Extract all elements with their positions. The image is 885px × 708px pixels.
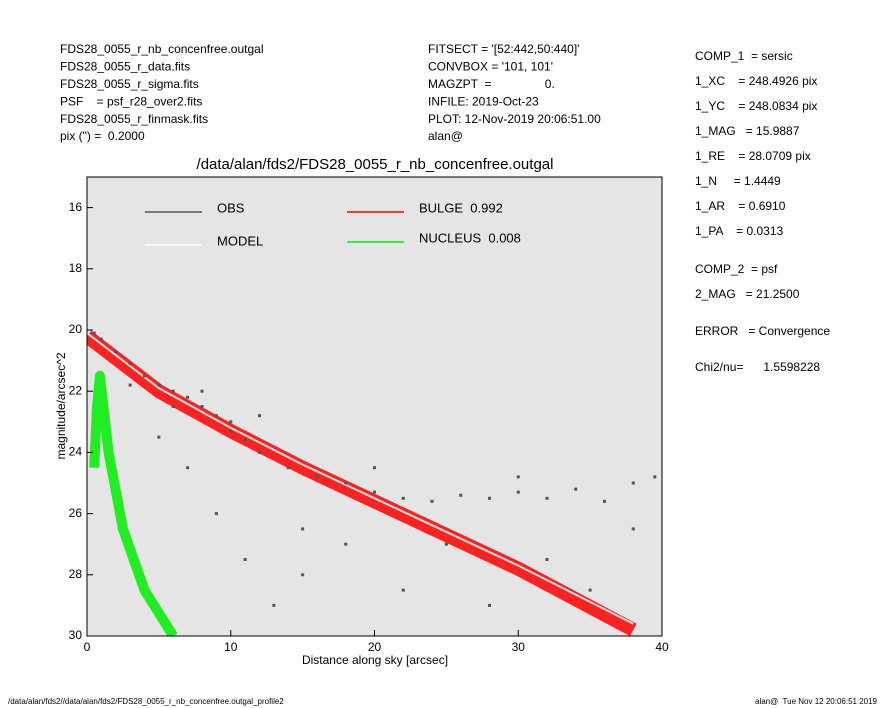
obs-point	[488, 603, 491, 607]
header-left-line: FDS28_0055_r_sigma.fits	[60, 77, 199, 91]
obs-point	[344, 481, 348, 485]
obs-point	[200, 389, 204, 393]
y-tick-label: 20	[69, 322, 83, 336]
obs-point	[444, 542, 448, 546]
header-middle-line: FITSECT = '[52:442,50:440]'	[428, 42, 579, 56]
profile-line	[89, 370, 178, 636]
obs-point	[272, 603, 276, 607]
x-tick-label: 30	[512, 640, 526, 654]
obs-point	[171, 405, 175, 408]
obs-point	[214, 414, 218, 418]
header-right-line: ERROR = Convergence	[695, 324, 830, 338]
header-right-line: 1_MAG = 15.9887	[695, 124, 800, 138]
obs-point	[516, 475, 520, 479]
obs-point	[128, 362, 132, 366]
obs-point	[258, 414, 261, 418]
obs-point	[545, 558, 549, 561]
profile-line	[87, 330, 637, 636]
obs-point	[344, 542, 348, 546]
footer-left: /data/alan/fds2//data/alan/fds2/FDS28_00…	[8, 697, 284, 706]
obs-point	[545, 496, 549, 500]
header-middle-line: MAGZPT = 0.	[428, 77, 555, 91]
obs-point	[401, 588, 405, 592]
obs-point	[373, 466, 376, 470]
y-tick-label: 16	[69, 200, 83, 214]
obs-point	[200, 405, 204, 408]
header-left-line: FDS28_0055_r_finmask.fits	[60, 112, 208, 126]
y-tick-label: 30	[69, 628, 83, 642]
obs-point	[99, 337, 103, 341]
obs-point	[315, 475, 319, 479]
x-tick-label: 10	[224, 640, 238, 654]
obs-point	[653, 475, 657, 479]
x-tick-label: 20	[368, 640, 382, 654]
header-right-line: COMP_1 = sersic	[695, 49, 793, 63]
obs-point	[243, 438, 247, 442]
header-right-line: 1_PA = 0.0313	[695, 224, 784, 238]
profile-line	[87, 332, 634, 625]
obs-point	[588, 588, 592, 592]
plot-marks	[87, 330, 657, 636]
x-axis-label: Distance along sky [arcsec]	[302, 653, 448, 667]
x-tick-label: 40	[655, 640, 669, 654]
obs-point	[459, 493, 463, 497]
obs-point	[430, 499, 434, 503]
header-right-line: 1_RE = 28.0709 pix	[695, 149, 811, 163]
header-left-line: FDS28_0055_r_nb_concenfree.outgal	[60, 42, 263, 56]
obs-point	[186, 395, 190, 399]
y-tick-label: 22	[69, 383, 83, 397]
obs-point	[516, 490, 520, 494]
obs-point	[574, 487, 578, 491]
legend-label: BULGE 0.992	[419, 200, 503, 215]
obs-point	[258, 450, 261, 454]
obs-point	[92, 331, 96, 335]
obs-point	[373, 490, 376, 494]
header-right-line: 1_XC = 248.4926 pix	[695, 74, 817, 88]
legend-label: MODEL	[217, 233, 263, 248]
x-tick-label: 0	[84, 640, 91, 654]
obs-point	[301, 527, 305, 531]
header-right-line: COMP_2 = psf	[695, 262, 778, 276]
obs-point	[631, 527, 635, 531]
obs-point	[171, 389, 175, 393]
obs-point	[243, 558, 247, 561]
y-tick-label: 26	[69, 506, 83, 520]
obs-point	[229, 420, 233, 424]
obs-point	[157, 435, 161, 439]
footer-right: alan@ Tue Nov 12 20:06:51 2019	[755, 697, 878, 706]
obs-point	[488, 496, 491, 500]
header-right-line: 1_AR = 0.6910	[695, 199, 786, 213]
header-left-line: pix (") = 0.2000	[60, 129, 145, 143]
header-right-line: 2_MAG = 21.2500	[695, 287, 800, 301]
obs-point	[603, 499, 606, 503]
obs-point	[186, 466, 190, 470]
header-middle-line: PLOT: 12-Nov-2019 20:06:51.00	[428, 112, 601, 126]
header-left-line: FDS28_0055_r_data.fits	[60, 60, 190, 74]
header-middle-line: alan@	[428, 129, 463, 143]
obs-point	[229, 429, 233, 433]
obs-point	[631, 481, 635, 485]
obs-point	[214, 512, 218, 516]
header-right-line: 1_N = 1.4449	[695, 174, 781, 188]
obs-point	[286, 466, 290, 470]
header-right-line: Chi2/nu= 1.5598228	[695, 360, 820, 374]
header-left-line: PSF = psf_r28_over2.fits	[60, 94, 202, 108]
header-middle-line: CONVBOX = '101, 101'	[428, 60, 553, 74]
obs-point	[114, 349, 118, 353]
obs-point	[401, 496, 405, 500]
header-middle-line: INFILE: 2019-Oct-23	[428, 94, 539, 108]
y-tick-label: 18	[69, 261, 83, 275]
legend-label: OBS	[217, 200, 245, 215]
y-axis-label: magnitude/arcsec^2	[54, 352, 68, 459]
y-tick-label: 24	[69, 445, 83, 459]
legend-label: NUCLEUS 0.008	[419, 230, 521, 245]
obs-point	[157, 383, 161, 387]
obs-point	[301, 573, 305, 577]
obs-point	[128, 383, 132, 387]
y-tick-label: 28	[69, 567, 83, 581]
obs-point	[143, 374, 146, 378]
chart-title: /data/alan/fds2/FDS28_0055_r_nb_concenfr…	[197, 156, 554, 173]
header-right-line: 1_YC = 248.0834 pix	[695, 99, 817, 113]
